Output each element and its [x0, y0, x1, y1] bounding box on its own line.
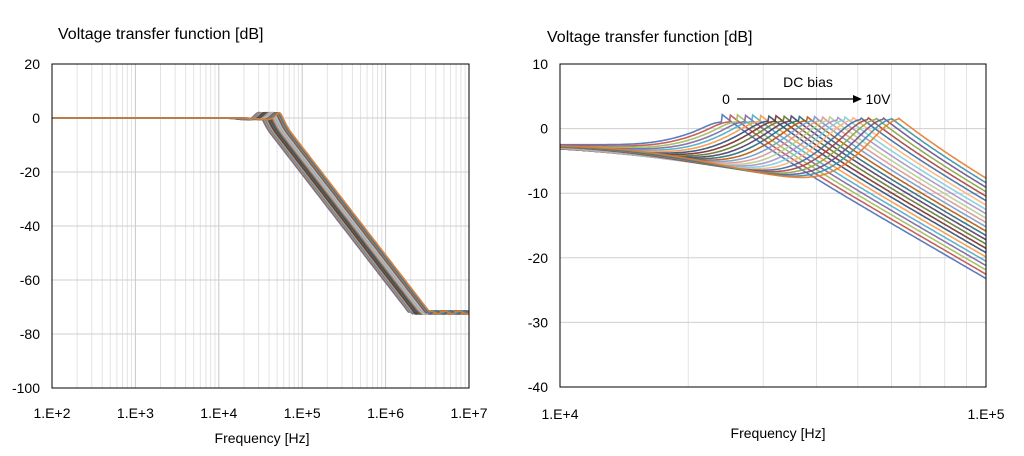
y-tick-label: -40 — [528, 379, 548, 395]
x-tick-label: 1.E+4 — [200, 405, 237, 421]
y-tick-label: -20 — [20, 164, 40, 180]
chart-right-grid — [559, 63, 986, 388]
y-tick-label: 0 — [540, 121, 548, 137]
dc-bias-end-label: 10V — [866, 91, 892, 107]
y-tick-label: -80 — [20, 326, 40, 342]
chart-left-curves — [52, 111, 470, 315]
dc-bias-arrow-head — [853, 95, 862, 103]
x-tick-label: 1.E+5 — [968, 406, 1005, 422]
curve-series-24 — [560, 117, 987, 179]
chart-left-title: Voltage transfer function [dB] — [58, 26, 263, 43]
chart-left-x-ticks: 1.E+2 1.E+3 1.E+4 1.E+5 1.E+6 1.E+7 — [34, 405, 488, 421]
y-tick-label: -20 — [528, 250, 548, 266]
y-tick-label: -40 — [20, 218, 40, 234]
chart-right-frame — [559, 63, 987, 388]
y-tick-label: -100 — [12, 380, 40, 396]
dc-bias-label: DC bias — [783, 74, 833, 90]
x-tick-label: 1.E+7 — [451, 405, 488, 421]
chart-left-x-label: Frequency [Hz] — [215, 430, 310, 446]
y-tick-label: 0 — [32, 110, 40, 126]
curve-series-23 — [52, 111, 470, 315]
y-tick-label: -30 — [528, 314, 548, 330]
curve-series-4 — [560, 113, 987, 267]
x-tick-label: 1.E+6 — [367, 405, 404, 421]
dc-bias-start-label: 0 — [722, 91, 730, 107]
plot-frame — [559, 63, 987, 388]
chart-right-title: Voltage transfer function [dB] — [547, 29, 752, 46]
dc-bias-annotation: DC bias 0 10V — [722, 74, 891, 107]
plot-frame — [51, 63, 470, 389]
x-tick-label: 1.E+4 — [542, 406, 579, 422]
chart-right: Voltage transfer function [dB] 10 0 -10 -20… — [528, 29, 1005, 441]
y-tick-label: 10 — [532, 56, 548, 72]
y-tick-label: 20 — [24, 56, 40, 72]
chart-left-y-ticks: 20 0 -20 -40 -60 -80 -100 — [12, 56, 40, 396]
chart-right-x-label: Frequency [Hz] — [731, 425, 826, 441]
curve-series-24 — [52, 111, 470, 315]
chart-right-curves — [559, 113, 987, 280]
x-tick-label: 1.E+3 — [117, 405, 154, 421]
x-tick-label: 1.E+2 — [34, 405, 71, 421]
y-tick-label: -60 — [20, 272, 40, 288]
x-tick-label: 1.E+5 — [284, 405, 321, 421]
curve-series-3 — [560, 113, 987, 271]
y-tick-label: -10 — [528, 185, 548, 201]
chart-left: Voltage transfer function [dB] 20 0 -20 -40… — [12, 26, 488, 446]
chart-right-y-ticks: 10 0 -10 -20 -30 -40 — [528, 56, 548, 395]
chart-left-frame — [51, 63, 470, 389]
chart-right-x-ticks: 1.E+4 1.E+5 — [542, 406, 1005, 422]
